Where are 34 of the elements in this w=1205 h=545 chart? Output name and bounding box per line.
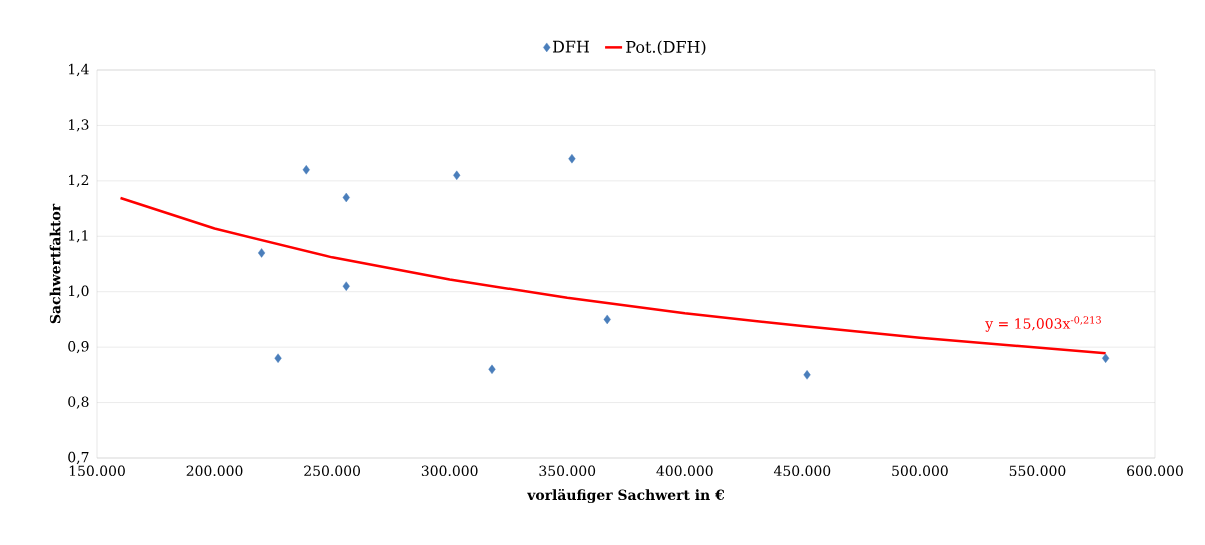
point [603,314,611,325]
y-axis-title: Sachwertfaktor [49,203,61,324]
x-tick-label: 350.000 [539,465,596,477]
y-tick-label: 0,9 [68,341,89,354]
y-tick-label: 1,4 [69,63,89,77]
legend-label: DFH [552,40,589,53]
point [488,364,496,375]
x-tick-label: 600.000 [1127,465,1183,477]
point [568,153,576,164]
x-tick-label: 550.000 [1009,465,1066,477]
y-tick-label: 1,2 [69,174,89,187]
x-tick-label: 200.000 [186,465,243,477]
x-tick-label: 450.000 [773,465,831,477]
x-axis-title: vorläufiger Sachwert in € [527,488,725,503]
legend-label: Pot.(DFH) [626,40,706,56]
x-tick-label: 250.000 [304,465,361,477]
x-tick-label: 150.000 [69,465,125,477]
point [342,281,350,291]
annotation: y = 15,003x$^{-0,213}$ [985,316,1101,332]
y-tick-label: 0,8 [68,396,89,409]
point [1102,353,1110,363]
point [258,248,266,258]
y-tick-label: 1,3 [69,119,89,132]
point [302,165,310,175]
y-tick-label: 1,0 [69,285,89,298]
point [274,353,282,363]
point [803,370,811,380]
point [342,192,350,203]
x-tick-label: 500.000 [892,465,948,477]
y-tick-label: 1,1 [69,230,88,243]
x-tick-label: 300.000 [421,465,478,477]
y-tick-label: 0,7 [68,451,89,465]
x-tick-label: 400.000 [656,465,713,477]
point [453,170,461,181]
